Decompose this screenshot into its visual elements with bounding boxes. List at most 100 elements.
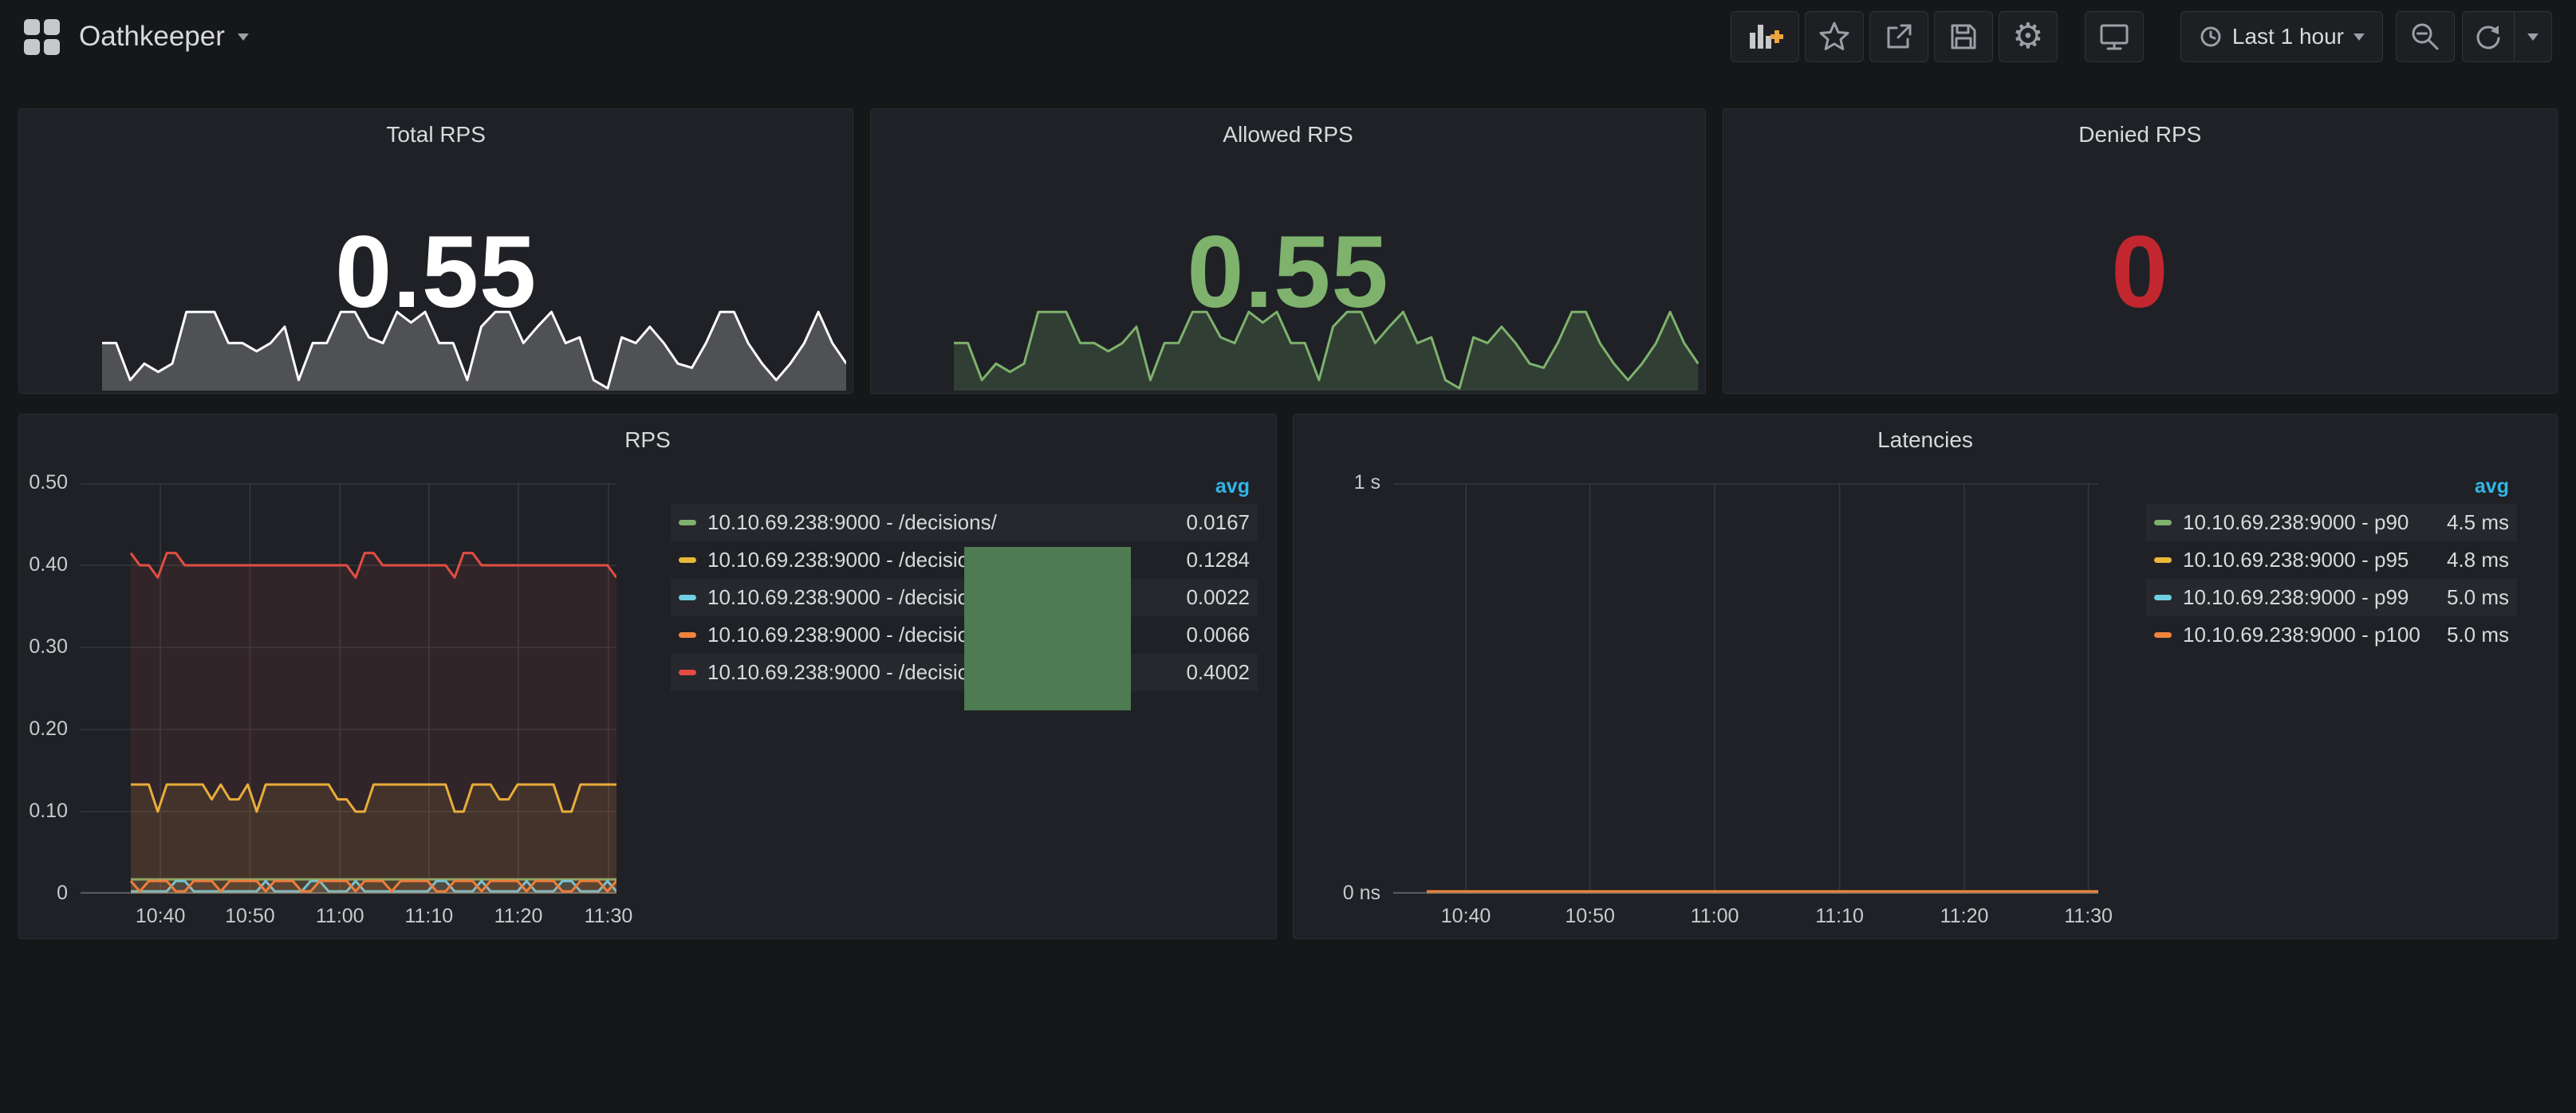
legend-series-label: 10.10.69.238:9000 - /decisions/	[707, 660, 997, 685]
rps-plot-area[interactable]	[81, 483, 616, 894]
logo-square	[24, 39, 40, 55]
star-icon	[1818, 20, 1851, 53]
legend-series-swatch	[679, 595, 696, 600]
y-tick-label: 0	[19, 882, 68, 905]
share-button[interactable]	[1869, 11, 1928, 62]
zoom-out-button[interactable]	[2396, 11, 2455, 62]
clock-icon	[2199, 25, 2223, 49]
legend-series-swatch	[679, 632, 696, 638]
legend-series-label: 10.10.69.238:9000 - /decisions/	[707, 548, 997, 572]
add-panel-icon	[1747, 20, 1783, 53]
legend-series-swatch	[679, 670, 696, 675]
settings-button[interactable]: ⚙	[1999, 11, 2058, 62]
legend-series-swatch	[679, 557, 696, 563]
legend-series-label: 10.10.69.238:9000 - /decisions/	[707, 585, 997, 610]
panel-title[interactable]: Total RPS	[19, 122, 853, 147]
x-tick-label: 11:20	[1916, 905, 2012, 928]
legend-series-value: 0.0167	[1170, 510, 1250, 535]
x-tick-label: 11:10	[381, 905, 477, 928]
save-icon	[1947, 20, 1980, 53]
legend-series-label: 10.10.69.238:9000 - /decisions/	[707, 623, 997, 647]
legend-series-value: 0.0022	[1170, 585, 1250, 610]
caret-down-icon	[2527, 33, 2539, 41]
stat-value: 0	[1723, 221, 2557, 324]
stat-panel-total-rps: Total RPS 0.55	[18, 108, 853, 394]
legend-row[interactable]: 10.10.69.238:9000 - p100 5.0 ms	[2146, 616, 2517, 654]
x-tick-label: 11:10	[1792, 905, 1888, 928]
legend-series-value: 5.0 ms	[2431, 585, 2509, 610]
legend-series-value: 5.0 ms	[2431, 623, 2509, 647]
panel-title[interactable]: RPS	[19, 427, 1276, 453]
caret-down-icon	[238, 33, 249, 41]
y-tick-label: 0.10	[19, 800, 68, 823]
star-button[interactable]	[1805, 11, 1864, 62]
stat-panel-allowed-rps: Allowed RPS 0.55	[870, 108, 1705, 394]
y-tick-label: 0.50	[19, 471, 68, 494]
refresh-button-group	[2463, 11, 2552, 62]
panel-title[interactable]: Latencies	[1294, 427, 2557, 453]
logo-square	[44, 19, 60, 35]
legend-series-swatch	[2154, 632, 2172, 638]
share-icon	[1882, 20, 1916, 53]
time-range-label: Last 1 hour	[2232, 24, 2344, 49]
save-button[interactable]	[1934, 11, 1993, 62]
legend-series-value: 4.5 ms	[2431, 510, 2509, 535]
legend-series-label: 10.10.69.238:9000 - p90	[2183, 510, 2409, 535]
x-tick-label: 10:50	[1542, 905, 1638, 928]
dashboard-title[interactable]: Oathkeeper	[79, 21, 249, 53]
legend-series-swatch	[2154, 520, 2172, 525]
panel-title[interactable]: Denied RPS	[1723, 122, 2557, 147]
y-tick-label: 0 ns	[1294, 882, 1381, 905]
legend: avg10.10.69.238:9000 - p904.5 ms10.10.69…	[2146, 475, 2517, 654]
x-tick-label: 11:30	[2041, 905, 2137, 928]
legend-avg-header[interactable]: avg	[1215, 475, 1250, 498]
legend-series-value: 0.1284	[1170, 548, 1250, 572]
legend-series-value: 0.0066	[1170, 623, 1250, 647]
stat-panel-denied-rps: Denied RPS 0	[1723, 108, 2558, 394]
refresh-button[interactable]	[2462, 11, 2515, 62]
add-panel-button[interactable]	[1731, 11, 1799, 62]
y-tick-label: 1 s	[1294, 471, 1381, 494]
graph-panel-rps: RPS 10:4010:5011:0011:1011:2011:300.500.…	[18, 414, 1277, 939]
legend-series-label: 10.10.69.238:9000 - /decisions/	[707, 510, 997, 535]
latencies-plot-area[interactable]	[1393, 483, 2098, 894]
logo-square	[24, 19, 40, 35]
legend-header: avg	[671, 475, 1258, 504]
logo-square	[44, 39, 60, 55]
legend-series-label: 10.10.69.238:9000 - p100	[2183, 623, 2420, 647]
legend-series-swatch	[2154, 595, 2172, 600]
y-tick-label: 0.20	[19, 718, 68, 741]
gear-icon: ⚙	[2012, 19, 2043, 54]
time-range-picker[interactable]: Last 1 hour	[2180, 11, 2383, 62]
legend-header: avg	[2146, 475, 2517, 504]
graph-panel-latencies: Latencies 10:4010:5011:0011:1011:2011:30…	[1293, 414, 2558, 939]
caret-down-icon	[2353, 33, 2365, 41]
refresh-interval-dropdown-button[interactable]	[2514, 11, 2552, 62]
x-tick-label: 11:20	[471, 905, 566, 928]
cycle-view-mode-button[interactable]	[2085, 11, 2144, 62]
monitor-icon	[2097, 20, 2131, 53]
x-tick-label: 10:40	[112, 905, 208, 928]
legend-row[interactable]: 10.10.69.238:9000 - p90 4.5 ms	[2146, 504, 2517, 541]
legend-row[interactable]: 10.10.69.238:9000 - p95 4.8 ms	[2146, 541, 2517, 579]
legend-series-value: 4.8 ms	[2431, 548, 2509, 572]
refresh-icon	[2472, 21, 2504, 53]
legend-series-label: 10.10.69.238:9000 - p99	[2183, 585, 2409, 610]
navbar-actions: ⚙ Last 1 hour	[1725, 11, 2552, 62]
grafana-dashboard: Oathkeeper	[0, 0, 2576, 1113]
legend-avg-header[interactable]: avg	[2475, 475, 2509, 498]
search-minus-icon	[2409, 20, 2442, 53]
legend-row[interactable]: 10.10.69.238:9000 - /decisions/0.0167	[671, 504, 1258, 541]
stat-value: 0.55	[19, 221, 853, 324]
green-overlay-box	[964, 547, 1131, 710]
x-tick-label: 11:30	[561, 905, 656, 928]
legend-series-label: 10.10.69.238:9000 - p95	[2183, 548, 2409, 572]
legend-row[interactable]: 10.10.69.238:9000 - p99 5.0 ms	[2146, 579, 2517, 616]
x-tick-label: 10:50	[202, 905, 297, 928]
panel-title[interactable]: Allowed RPS	[871, 122, 1704, 147]
dashboard-title-text: Oathkeeper	[79, 21, 225, 53]
legend-series-swatch	[2154, 557, 2172, 563]
legend-series-swatch	[679, 520, 696, 525]
grafana-logo-icon[interactable]	[24, 19, 60, 55]
y-tick-label: 0.30	[19, 635, 68, 659]
